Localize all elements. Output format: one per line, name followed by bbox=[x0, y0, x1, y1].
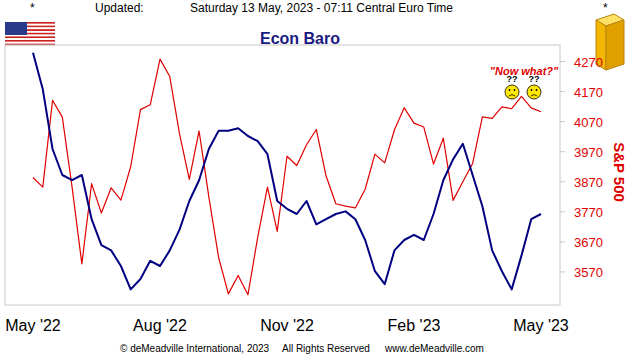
y-tick bbox=[560, 241, 565, 242]
y-tick bbox=[560, 151, 565, 152]
footer-text: www.deMeadville.com bbox=[384, 343, 484, 354]
y-tick-label: 4170 bbox=[574, 85, 603, 100]
footer-text: © deMeadville International, 2023 bbox=[120, 343, 270, 354]
annotation-mark: ?? bbox=[529, 74, 540, 84]
series-line bbox=[33, 59, 541, 295]
header-text: Updated: bbox=[95, 1, 144, 15]
x-tick-label: Nov '22 bbox=[260, 317, 314, 334]
y-tick-label: 4070 bbox=[574, 115, 603, 130]
x-tick-label: May '22 bbox=[5, 317, 61, 334]
x-tick-label: Feb '23 bbox=[388, 317, 441, 334]
flag-icon bbox=[5, 22, 55, 47]
plot-frame bbox=[5, 45, 560, 305]
flag-canton bbox=[5, 22, 27, 35]
y-tick-label: 3570 bbox=[574, 265, 603, 280]
y-axis-label: S&P 500 bbox=[611, 142, 628, 202]
chart-title: Econ Baro bbox=[260, 30, 340, 47]
eye bbox=[531, 89, 533, 91]
mouth bbox=[531, 95, 537, 97]
y-tick bbox=[560, 91, 565, 92]
flag-stripe bbox=[5, 40, 55, 42]
x-tick-label: Aug '22 bbox=[133, 317, 187, 334]
y-tick bbox=[560, 211, 565, 212]
y-tick-label: 3870 bbox=[574, 175, 603, 190]
face bbox=[505, 85, 519, 99]
plot-lines bbox=[33, 53, 541, 295]
chart: * Updated: Saturday 13 May, 2023 - 07:11 C… bbox=[0, 0, 631, 358]
eye bbox=[509, 89, 511, 91]
eye bbox=[536, 89, 538, 91]
header-text: * bbox=[30, 1, 35, 15]
sad-face bbox=[527, 85, 541, 99]
header-text: * bbox=[603, 1, 608, 15]
header-text: Saturday 13 May, 2023 - 07:11 Central Eu… bbox=[190, 1, 453, 15]
footer-text: All Rights Reserved bbox=[282, 343, 370, 354]
y-tick bbox=[560, 61, 565, 62]
flag-stripe bbox=[5, 42, 55, 44]
y-tick bbox=[560, 181, 565, 182]
y-tick-label: 3970 bbox=[574, 145, 603, 160]
flag-stripe bbox=[5, 36, 55, 38]
flag-stripe bbox=[5, 45, 55, 47]
face bbox=[527, 85, 541, 99]
y-tick bbox=[560, 121, 565, 122]
flag-stripe bbox=[5, 38, 55, 40]
y-tick-label: 3670 bbox=[574, 235, 603, 250]
gold-front bbox=[606, 20, 624, 70]
y-tick-label: 3770 bbox=[574, 205, 603, 220]
annotation: "Now what?" bbox=[490, 65, 559, 77]
mouth bbox=[509, 95, 515, 97]
annotation-mark: ?? bbox=[507, 74, 518, 84]
y-tick-label: 4270 bbox=[574, 55, 603, 70]
y-tick bbox=[560, 271, 565, 272]
sad-face bbox=[505, 85, 519, 99]
background bbox=[0, 0, 631, 358]
x-tick-label: May '23 bbox=[513, 317, 569, 334]
eye bbox=[514, 89, 516, 91]
series-line bbox=[33, 53, 541, 290]
